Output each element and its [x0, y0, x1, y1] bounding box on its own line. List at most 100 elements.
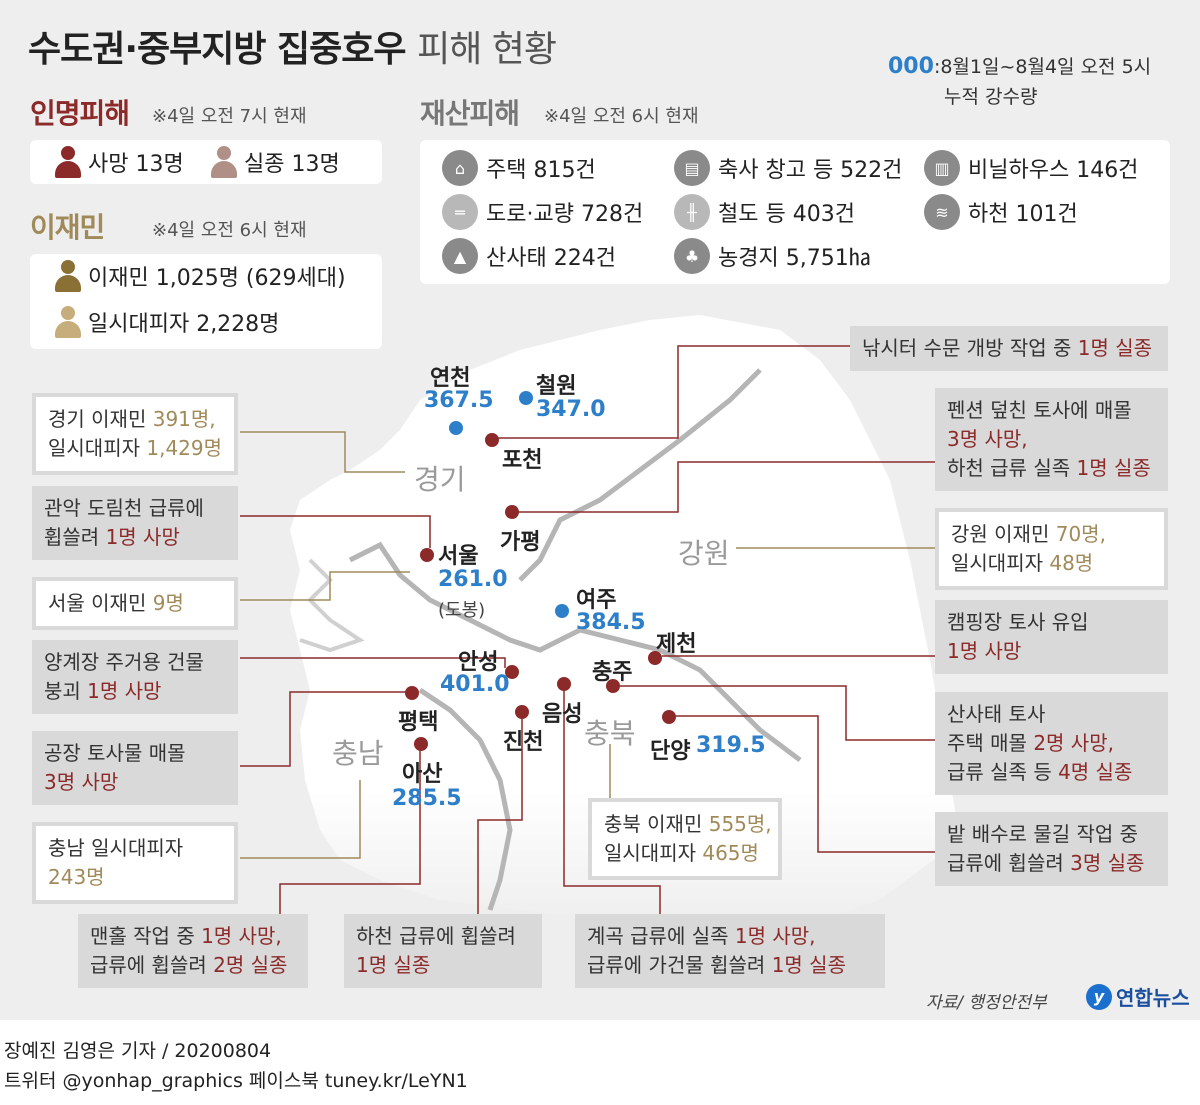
property-item-label: 산사태 224건	[486, 246, 616, 271]
logo-text: 연합뉴스	[1116, 986, 1190, 1010]
callout-text: 급류에 가건물 휩쓸려	[587, 953, 772, 977]
displaced-heading: 이재민	[30, 211, 105, 244]
callout-text: 강원 이재민	[951, 522, 1056, 546]
callout-count: 2명 실종	[213, 953, 288, 977]
casualty-marker	[662, 710, 676, 724]
property-item-label: 농경지 5,751㏊	[718, 246, 871, 271]
callout-text: 서울 이재민	[48, 591, 153, 615]
property-item-label: 비닐하우스 146건	[968, 158, 1139, 183]
property-note: ※4일 오전 6시 현재	[544, 106, 699, 127]
province-border-gyeonggi	[348, 541, 582, 653]
casualties-note: ※4일 오전 7시 현재	[152, 106, 307, 127]
displaced-box	[30, 254, 382, 349]
leader-factory	[240, 691, 410, 767]
callout-text: 공장 토사물 매몰	[44, 741, 186, 765]
callout-text: 경기 이재민	[48, 407, 153, 431]
title-main: 수도권·중부지방 집중호우	[28, 29, 407, 70]
page-title: 수도권·중부지방 집중호우 피해 현황	[28, 20, 557, 72]
casualty-marker	[414, 737, 428, 751]
rainfall-station-note: (도봉)	[438, 600, 486, 621]
property-item: ⌂ 주택 815건	[442, 150, 596, 186]
callout-text: 맨홀 작업 중	[90, 924, 202, 948]
dead-count: 사망 13명	[54, 146, 184, 178]
farmland-icon: ♣	[674, 238, 710, 274]
house-icon: ⌂	[442, 150, 478, 186]
displaced-note: ※4일 오전 6시 현재	[152, 220, 307, 241]
yonhap-logo-icon: y	[1086, 983, 1112, 1010]
barn-icon: ▤	[674, 150, 710, 186]
callout-count: 1명 실종	[1077, 336, 1153, 360]
callout-text: 붕괴	[44, 679, 88, 703]
map-outline	[290, 315, 960, 925]
callout-text: 일시대피자	[48, 436, 147, 460]
data-source: 자료/ 행정안전부	[926, 993, 1047, 1013]
callout-text: 관악 도림천 급류에	[44, 496, 204, 520]
callout-stream: 하천 급류에 휩쓸려 1명 실종	[344, 914, 542, 988]
callout-count: 243명	[48, 865, 105, 889]
casualty-marker	[485, 433, 499, 447]
casualty-marker	[405, 686, 419, 700]
callout-text: 펜션 덮친 토사에 매몰	[947, 398, 1132, 422]
yonhap-logo: y 연합뉴스	[1086, 982, 1190, 1011]
infographic-canvas: 수도권·중부지방 집중호우 피해 현황 000:8월1일~8월4일 오전 5시 …	[0, 0, 1200, 1020]
casualty-marker	[648, 651, 662, 665]
person-missing-icon	[210, 146, 238, 178]
callout-camping: 캠핑장 토사 유입 1명 사망	[935, 600, 1168, 674]
city-label: 충주	[592, 660, 633, 685]
casualty-marker	[505, 505, 519, 519]
dead-label: 사망 13명	[88, 152, 184, 177]
leader-manhole	[279, 750, 421, 914]
city-label: 철원	[536, 374, 577, 399]
callout-text: 밭 배수로 물길 작업 중	[947, 822, 1139, 846]
casualty-marker	[606, 679, 620, 693]
callout-gangwon-displaced: 강원 이재민 70명, 일시대피자 48명	[935, 508, 1168, 590]
casualty-marker	[515, 705, 529, 719]
rainfall-legend: 000:8월1일~8월4일 오전 5시 누적 강수량	[888, 52, 1151, 112]
landslide-icon: ▲	[442, 238, 478, 274]
callout-text: 하천 급류 실족	[947, 456, 1077, 480]
rainfall-value: 401.0	[440, 672, 510, 697]
missing-count: 실종 13명	[210, 146, 340, 178]
legend-line1: :8월1일~8월4일 오전 5시	[933, 56, 1152, 78]
property-item-label: 주택 815건	[486, 158, 596, 183]
rainfall-value: 347.0	[536, 397, 606, 422]
callout-count: 48명	[1049, 551, 1094, 575]
property-item: ╫ 철도 등 403건	[674, 194, 855, 230]
person-evacuee-icon	[54, 306, 82, 338]
callout-count: 1명 사망	[947, 639, 1022, 663]
leader-pension	[512, 461, 935, 513]
rainfall-value: 285.5	[392, 786, 462, 811]
city-label: 음성	[542, 702, 583, 727]
callout-count: 3명 사망	[44, 770, 119, 794]
leader-gyeonggi	[240, 431, 405, 473]
city-label: 단양	[650, 739, 691, 764]
city-label: 평택	[398, 710, 439, 735]
victims-label: 이재민 1,025명 (629세대)	[88, 266, 346, 291]
callout-count: 1명 실종	[356, 953, 431, 977]
callout-text: 캠핑장 토사 유입	[947, 610, 1089, 634]
property-item: ≋ 하천 101건	[924, 194, 1078, 230]
city-label: 아산	[402, 762, 443, 787]
region-label: 충남	[332, 737, 384, 770]
property-item: ▥ 비닐하우스 146건	[924, 150, 1138, 186]
river-icon: ≋	[924, 194, 960, 230]
callout-gwanak: 관악 도림천 급류에 휩쓸려 1명 사망	[32, 486, 238, 560]
callout-text: 주택 매몰	[947, 731, 1034, 755]
property-item: ▤ 축사 창고 등 522건	[674, 150, 902, 186]
callout-text: 일시대피자	[951, 551, 1050, 575]
callout-pension: 펜션 덮친 토사에 매몰 3명 사망, 하천 급류 실족 1명 실종	[935, 388, 1168, 491]
casualties-box	[30, 140, 382, 184]
callout-text: 산사태 토사	[947, 702, 1046, 726]
callout-count: 70명,	[1055, 522, 1106, 546]
victims-count: 이재민 1,025명 (629세대)	[54, 260, 346, 292]
callout-manhole: 맨홀 작업 중 1명 사망, 급류에 휩쓸려 2명 실종	[78, 914, 308, 988]
callout-text: 충남 일시대피자	[48, 836, 184, 860]
callout-text: 하천 급류에 휩쓸려	[356, 924, 516, 948]
callout-valley: 계곡 급류에 실족 1명 사망, 급류에 가건물 휩쓸려 1명 실종	[575, 914, 885, 988]
callout-landslide: 산사태 토사 주택 매몰 2명 사망, 급류 실족 등 4명 실종	[935, 692, 1168, 795]
social-links: 트위터 @yonhap_graphics 페이스북 tuney.kr/LeYN1	[4, 1070, 468, 1092]
rainfall-marker	[449, 421, 463, 435]
callout-text: 양계장 주거용 건물	[44, 650, 204, 674]
road-icon: ═	[442, 194, 478, 230]
region-label: 충북	[584, 717, 636, 750]
